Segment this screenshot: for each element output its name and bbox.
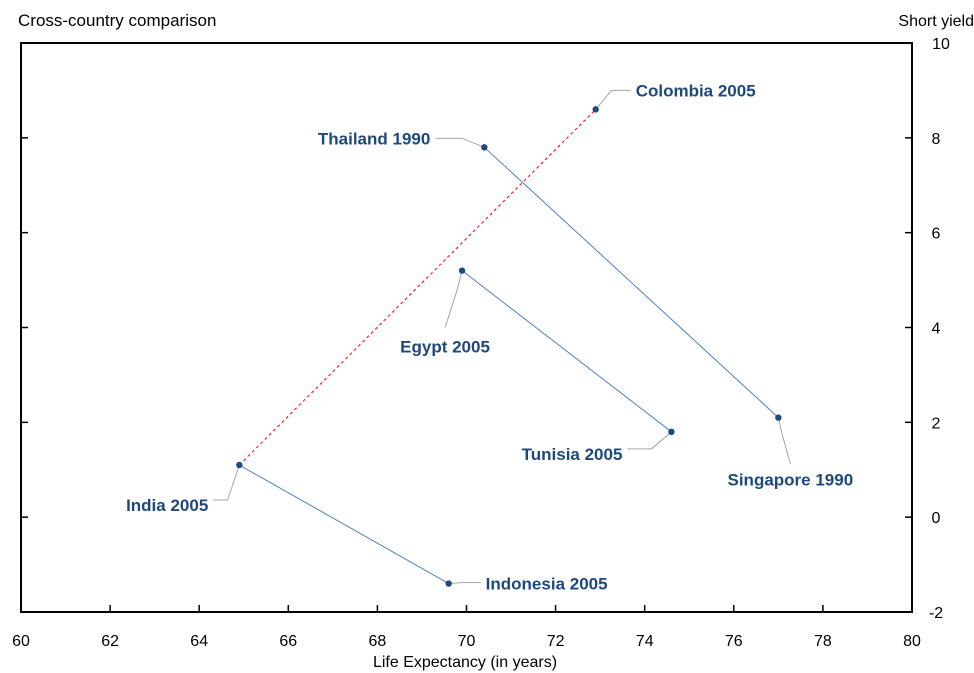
connection-line bbox=[461, 270, 672, 433]
y-axis-label: Short yield bbox=[898, 13, 974, 30]
x-tick-label: 76 bbox=[725, 633, 743, 650]
point-label: Egypt 2005 bbox=[400, 338, 490, 357]
y-tick-label: -2 bbox=[929, 605, 943, 622]
leader-line bbox=[777, 417, 791, 464]
leader-lines bbox=[213, 89, 791, 585]
y-tick-label: 8 bbox=[932, 131, 941, 148]
point-label: Colombia 2005 bbox=[636, 81, 756, 100]
leader-line bbox=[627, 431, 672, 450]
point-label: India 2005 bbox=[126, 496, 208, 515]
data-point bbox=[236, 461, 243, 469]
leader-line bbox=[595, 89, 631, 110]
leader-line bbox=[448, 582, 481, 585]
x-tick-label: 68 bbox=[369, 633, 387, 650]
data-point bbox=[592, 106, 599, 113]
y-tick-label: 0 bbox=[932, 510, 941, 527]
y-tick-label: 2 bbox=[932, 415, 941, 432]
y-tick-label: 10 bbox=[932, 36, 950, 53]
x-tick-label: 64 bbox=[190, 633, 208, 650]
leader-line bbox=[213, 464, 240, 501]
x-tick-label: 66 bbox=[279, 633, 297, 650]
x-tick-label: 78 bbox=[814, 633, 832, 650]
point-labels: Colombia 2005 Thailand 1990 Egypt 2005 Sing… bbox=[126, 81, 853, 593]
leader-line bbox=[435, 137, 485, 148]
data-point bbox=[775, 414, 782, 421]
x-axis-label: Life Expectancy (in years) bbox=[373, 654, 557, 671]
point-label: Tunisia 2005 bbox=[522, 445, 623, 464]
leader-line bbox=[444, 270, 463, 328]
chart-title: Cross-country comparison bbox=[18, 11, 216, 30]
connection-line bbox=[483, 146, 779, 418]
data-point bbox=[458, 267, 466, 274]
connection-lines bbox=[238, 109, 779, 584]
connection-line bbox=[239, 464, 449, 584]
point-label: Singapore 1990 bbox=[728, 471, 854, 490]
point-label: Indonesia 2005 bbox=[486, 575, 608, 594]
x-tick-label: 80 bbox=[903, 633, 921, 650]
y-tick-label: 4 bbox=[932, 321, 941, 338]
point-label: Thailand 1990 bbox=[318, 129, 430, 148]
x-tick-label: 72 bbox=[547, 633, 565, 650]
x-tick-label: 62 bbox=[101, 633, 119, 650]
x-tick-label: 70 bbox=[458, 633, 476, 650]
y-tick-label: 6 bbox=[932, 226, 941, 243]
x-tick-label: 60 bbox=[12, 633, 30, 650]
x-tick-label: 74 bbox=[636, 633, 654, 650]
data-point bbox=[668, 428, 675, 436]
connection-line bbox=[238, 109, 597, 466]
data-points bbox=[236, 106, 782, 587]
plot-frame bbox=[20, 42, 913, 613]
data-point bbox=[445, 580, 452, 587]
data-point bbox=[481, 144, 488, 151]
